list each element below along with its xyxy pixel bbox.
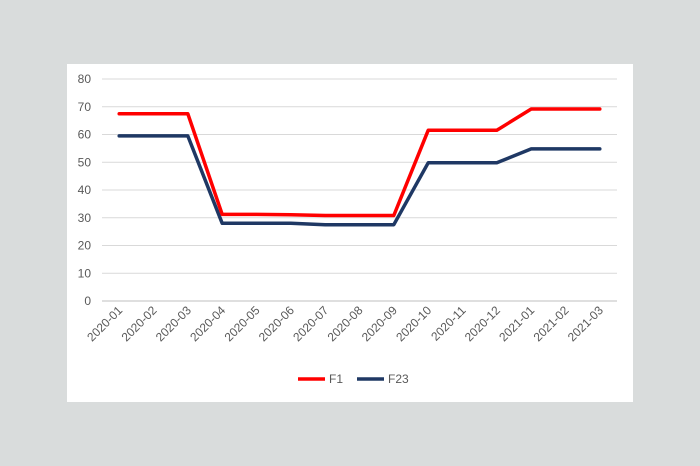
- series-lines: [117, 107, 602, 227]
- y-tick-label: 10: [78, 266, 92, 280]
- legend: F1 F23: [298, 372, 409, 386]
- x-tick-label: 2021-03: [565, 303, 606, 344]
- x-tick-label: 2020-10: [393, 303, 434, 344]
- y-tick-label: 80: [78, 72, 92, 86]
- y-tick-label: 50: [78, 155, 92, 169]
- x-tick-label: 2020-01: [84, 303, 125, 344]
- y-tick-label: 30: [78, 211, 92, 225]
- x-tick-label: 2020-04: [187, 303, 228, 344]
- x-tick-label: 2020-03: [153, 303, 194, 344]
- x-tick-label: 2020-11: [428, 303, 469, 344]
- series-line-f23: [117, 134, 602, 227]
- x-tick-label: 2020-09: [359, 303, 400, 344]
- x-tick-label: 2021-01: [496, 303, 537, 344]
- y-tick-label: 40: [78, 183, 92, 197]
- x-tick-label: 2020-08: [325, 303, 366, 344]
- x-tick-label: 2020-06: [256, 303, 297, 344]
- x-tick-label: 2020-12: [462, 303, 503, 344]
- x-tick-label: 2020-02: [119, 303, 160, 344]
- legend-label-f1: F1: [329, 372, 343, 386]
- series-line-f1: [117, 107, 602, 218]
- x-tick-label: 2020-05: [222, 303, 263, 344]
- y-tick-label: 60: [78, 128, 92, 142]
- y-tick-label: 20: [78, 239, 92, 253]
- y-tick-label: 0: [84, 294, 91, 308]
- x-tick-label: 2021-02: [531, 303, 572, 344]
- line-chart: 010203040506070802020-012020-022020-0320…: [78, 72, 617, 386]
- x-tick-label: 2020-07: [290, 303, 331, 344]
- chart-card: 0 10 20 30 40 50 60 70 80 2020-01 2020-02 2020-03 20…: [67, 64, 633, 402]
- y-tick-label: 70: [78, 100, 92, 114]
- legend-label-f23: F23: [388, 372, 409, 386]
